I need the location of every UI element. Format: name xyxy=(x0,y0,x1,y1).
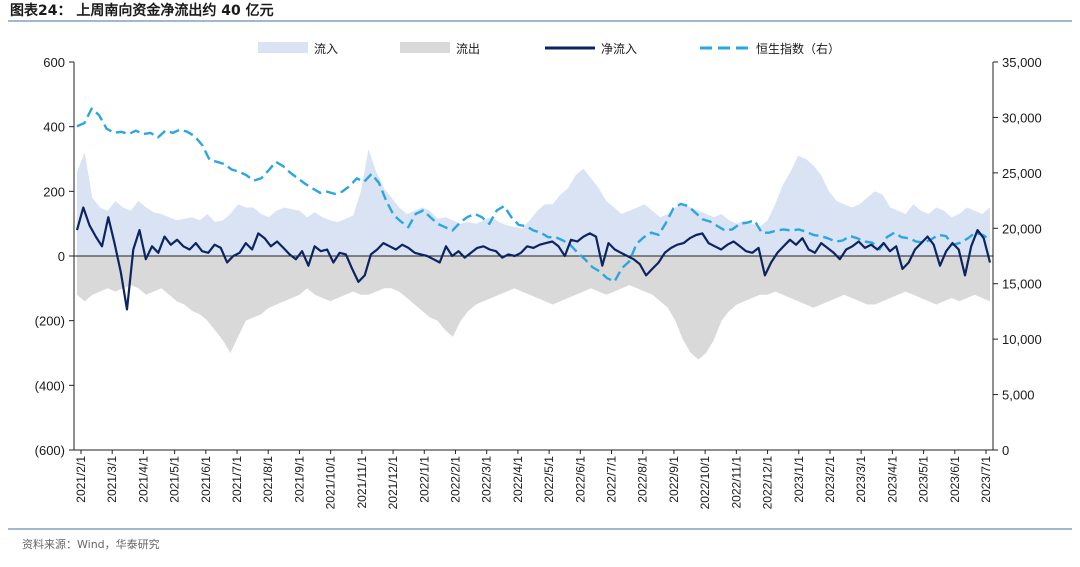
right-tick-label: 20,000 xyxy=(1002,221,1042,236)
x-tick-label: 2021/9/1 xyxy=(292,456,306,503)
x-tick-label: 2021/10/1 xyxy=(324,456,338,510)
chart-title: 图表24： 上周南向资金净流出约 40 亿元 xyxy=(10,3,274,19)
x-tick-label: 2021/2/1 xyxy=(74,456,88,503)
left-tick-label: 400 xyxy=(43,120,65,135)
legend-2-label: 净流入 xyxy=(601,42,637,56)
left-tick-label: 200 xyxy=(43,184,65,199)
x-tick-label: 2021/5/1 xyxy=(168,456,182,503)
outflow-area xyxy=(77,256,990,360)
x-tick-label: 2022/8/1 xyxy=(636,456,650,503)
x-tick-label: 2022/9/1 xyxy=(667,456,681,503)
x-tick-label: 2021/6/1 xyxy=(199,456,213,503)
x-tick-label: 2022/1/1 xyxy=(417,456,431,503)
x-tick-label: 2023/5/1 xyxy=(917,456,931,503)
x-tick-label: 2021/7/1 xyxy=(230,456,244,503)
x-tick-label: 2022/7/1 xyxy=(605,456,619,503)
left-tick-label: 600 xyxy=(43,55,65,70)
x-tick-label: 2023/3/1 xyxy=(854,456,868,503)
x-tick-label: 2022/6/1 xyxy=(573,456,587,503)
right-tick-label: 30,000 xyxy=(1002,110,1042,125)
x-tick-label: 2022/5/1 xyxy=(542,456,556,503)
x-tick-label: 2021/11/1 xyxy=(355,456,369,509)
right-tick-label: 10,000 xyxy=(1002,332,1042,347)
x-tick-label: 2023/2/1 xyxy=(823,456,837,503)
x-tick-label: 2022/10/1 xyxy=(698,456,712,510)
right-tick-label: 35,000 xyxy=(1002,55,1042,70)
left-tick-label: (200) xyxy=(35,314,65,329)
right-tick-label: 15,000 xyxy=(1002,277,1042,292)
x-tick-label: 2021/12/1 xyxy=(386,456,400,510)
x-tick-label: 2021/4/1 xyxy=(136,456,150,503)
series-lines xyxy=(75,107,992,311)
x-tick-label: 2023/1/1 xyxy=(792,456,806,503)
x-tick-label: 2022/12/1 xyxy=(761,456,775,510)
x-tick-label: 2023/4/1 xyxy=(885,456,899,503)
left-tick-label: (600) xyxy=(35,443,65,458)
x-tick-label: 2023/6/1 xyxy=(948,456,962,503)
hsi-line xyxy=(76,107,991,283)
net-inflow-line xyxy=(75,206,992,311)
inflow-area xyxy=(77,149,990,256)
legend-0-label: 流入 xyxy=(314,42,338,56)
right-tick-label: 25,000 xyxy=(1002,166,1042,181)
left-tick-label: (400) xyxy=(35,378,65,393)
x-tick-label: 2022/11/1 xyxy=(729,456,743,509)
legend-3-label: 恒生指数（右） xyxy=(756,41,840,56)
right-tick-label: 5,000 xyxy=(1002,388,1035,403)
left-tick-label: 0 xyxy=(58,249,65,264)
x-tick-label: 2022/2/1 xyxy=(448,456,462,503)
x-tick-label: 2021/3/1 xyxy=(105,456,119,503)
source-note: 资料来源：Wind，华泰研究 xyxy=(22,538,160,551)
legend-0-swatch xyxy=(258,42,308,53)
legend: 流入 流出 净流入 恒生指数（右） xyxy=(258,41,840,56)
axes: 600 400 200 0 (200) (400) (600) 35,000 30,000 25,… xyxy=(35,55,1042,509)
legend-1-swatch xyxy=(400,42,450,53)
x-tick-label: 2022/4/1 xyxy=(511,456,525,503)
legend-1-label: 流出 xyxy=(456,42,480,56)
flow-areas xyxy=(77,149,990,360)
x-tick-label: 2022/3/1 xyxy=(480,456,494,503)
x-tick-label: 2021/8/1 xyxy=(261,456,275,503)
right-tick-label: 0 xyxy=(1002,443,1009,458)
x-tick-label: 2023/7/1 xyxy=(979,456,993,503)
